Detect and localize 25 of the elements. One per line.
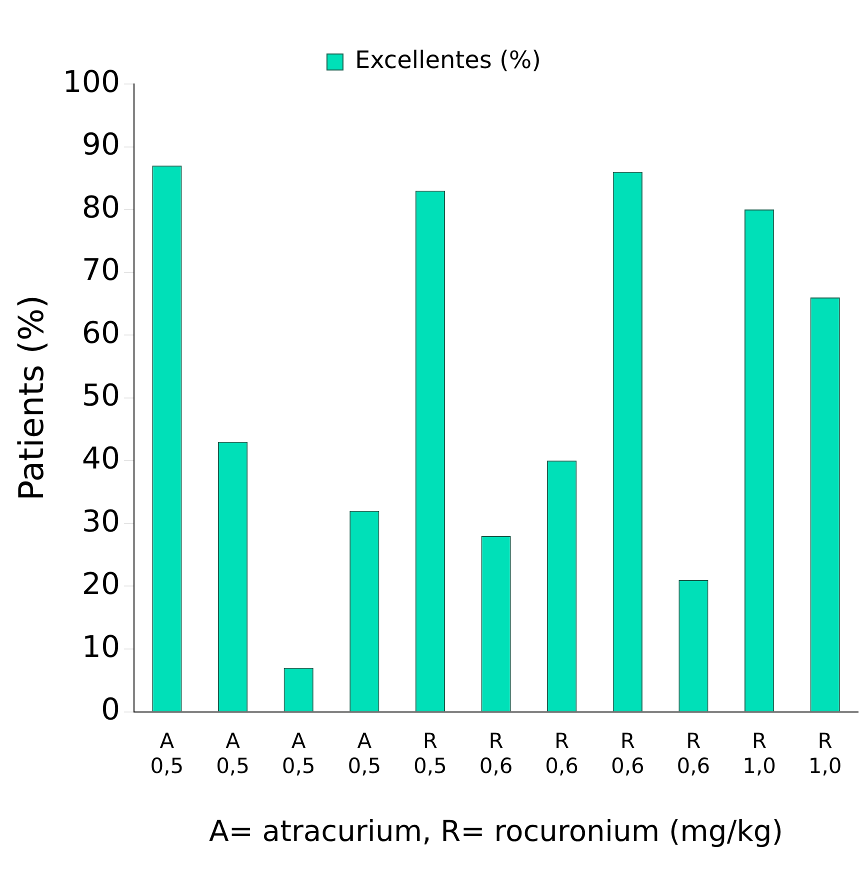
x-tick-label: R 1,0 bbox=[808, 728, 842, 778]
x-tick-label: A 0,5 bbox=[216, 728, 250, 778]
legend-label: Excellentes (%) bbox=[354, 46, 542, 74]
y-tick-label: 40 bbox=[82, 441, 120, 476]
x-axis-title: A= atracurium, R= rocuronium (mg/kg) bbox=[208, 814, 784, 848]
x-tick-label: R 0,6 bbox=[676, 728, 710, 778]
y-tick-label: 80 bbox=[82, 190, 120, 226]
y-tick-label: 70 bbox=[82, 253, 120, 288]
x-tick-label: A 0,5 bbox=[282, 728, 316, 778]
y-tick-label: 30 bbox=[82, 504, 120, 540]
x-tick-label: R 1,0 bbox=[742, 728, 776, 778]
y-tick-label: 20 bbox=[82, 567, 120, 602]
x-tick-label: R 0,6 bbox=[610, 728, 644, 778]
y-axis-title: Patients (%) bbox=[12, 295, 52, 501]
x-tick-label: R 0,6 bbox=[479, 728, 513, 778]
y-tick-label: 100 bbox=[62, 64, 120, 100]
x-tick-label: R 0,5 bbox=[414, 728, 447, 778]
y-tick-label: 90 bbox=[82, 128, 120, 163]
x-tick-label: R 0,6 bbox=[545, 728, 579, 778]
y-tick-label: 50 bbox=[82, 378, 120, 414]
x-tick-label: A 0,5 bbox=[348, 728, 382, 778]
y-tick-label: 0 bbox=[100, 692, 120, 728]
y-tick-label: 60 bbox=[82, 316, 120, 351]
x-tick-label: A 0,5 bbox=[150, 728, 184, 778]
y-tick-label: 10 bbox=[82, 630, 120, 665]
